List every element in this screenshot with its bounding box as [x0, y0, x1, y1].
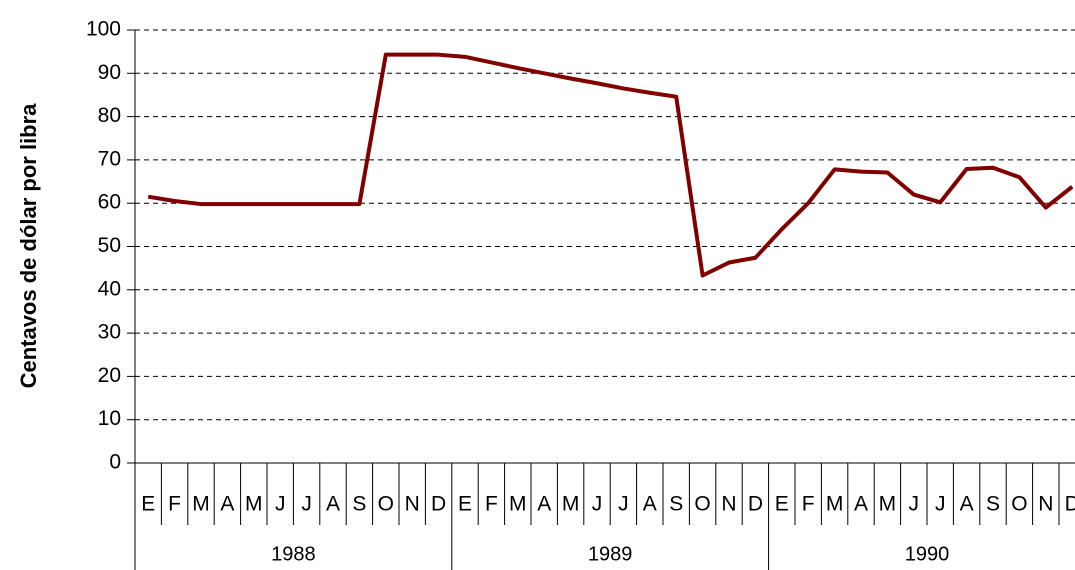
y-tick-label: 30: [98, 321, 121, 344]
x-tick-label: J: [618, 493, 629, 516]
x-tick-label: O: [378, 493, 394, 516]
year-label: 1988: [271, 543, 316, 565]
year-label: 1989: [588, 543, 633, 565]
x-tick-label: E: [458, 493, 472, 516]
year-label: 1990: [905, 543, 950, 565]
y-tick-label: 10: [98, 407, 121, 430]
x-tick-label: S: [669, 493, 683, 516]
x-tick-label: F: [168, 493, 181, 516]
x-tick-label: D: [431, 493, 446, 516]
x-tick-label: A: [854, 493, 868, 516]
x-tick-label: S: [986, 493, 1000, 516]
data-line: [147, 52, 1074, 278]
x-tick-label: A: [220, 493, 234, 516]
x-tick-label: J: [275, 493, 286, 516]
y-tick-label: 0: [109, 451, 121, 474]
x-tick-label: D: [1065, 493, 1075, 516]
x-tick-label: D: [748, 493, 763, 516]
y-tick-label: 100: [86, 18, 121, 41]
x-tick-label: J: [935, 493, 946, 516]
x-tick-label: F: [485, 493, 498, 516]
x-tick-label: E: [775, 493, 789, 516]
y-tick-label: 50: [98, 234, 121, 257]
x-tick-label: M: [245, 493, 263, 516]
x-tick-label: J: [301, 493, 312, 516]
x-tick-label: M: [192, 493, 210, 516]
x-tick-label: M: [509, 493, 527, 516]
x-tick-label: M: [562, 493, 580, 516]
y-tick-label: 60: [98, 191, 121, 214]
y-tick-label: 90: [98, 61, 121, 84]
x-tick-label: A: [537, 493, 551, 516]
y-tick-label: 40: [98, 277, 121, 300]
y-axis-label: Centavos de dólar por libra: [16, 103, 41, 389]
x-tick-label: A: [643, 493, 657, 516]
x-tick-label: J: [909, 493, 920, 516]
x-tick-label: N: [721, 493, 736, 516]
x-tick-label: A: [326, 493, 340, 516]
x-tick-label: E: [141, 493, 155, 516]
x-tick-label: N: [405, 493, 420, 516]
x-tick-label: M: [826, 493, 844, 516]
x-tick-label: N: [1038, 493, 1053, 516]
x-tick-label: M: [879, 493, 897, 516]
y-tick-label: 80: [98, 104, 121, 127]
x-tick-label: F: [802, 493, 815, 516]
x-tick-label: O: [694, 493, 710, 516]
y-tick-label: 20: [98, 364, 121, 387]
x-tick-label: S: [352, 493, 366, 516]
x-tick-label: O: [1011, 493, 1027, 516]
x-tick-label: J: [592, 493, 603, 516]
y-tick-label: 70: [98, 147, 121, 170]
x-tick-label: A: [960, 493, 974, 516]
